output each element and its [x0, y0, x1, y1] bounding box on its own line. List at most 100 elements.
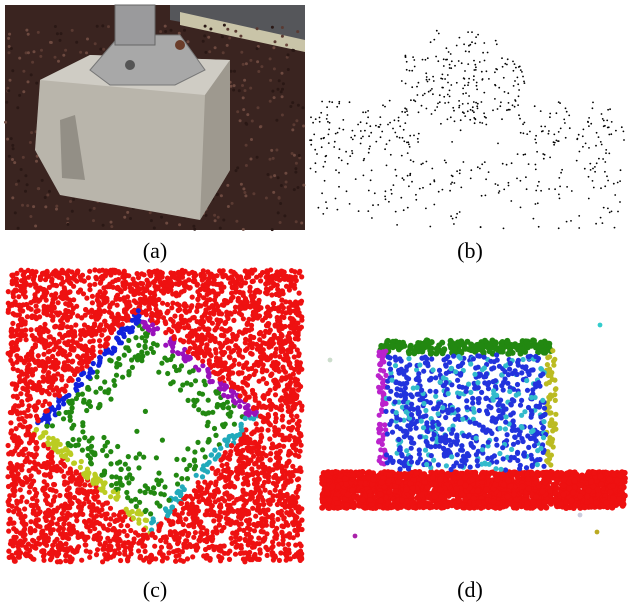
pebble — [298, 154, 301, 157]
segmented-point — [27, 477, 32, 482]
segmented-point — [145, 351, 150, 356]
segmented-point — [247, 472, 252, 477]
segmented-point — [223, 422, 228, 427]
segmented-point — [87, 283, 92, 288]
segmented-point — [257, 477, 262, 482]
pebble — [60, 32, 63, 35]
segmented-point — [71, 284, 76, 289]
cloud-point — [604, 185, 606, 187]
cloud-point — [310, 168, 312, 170]
segmented-point — [270, 520, 275, 525]
segmented-point — [182, 542, 187, 547]
segmented-point — [94, 489, 99, 494]
segmented-point — [57, 493, 62, 498]
segmented-point — [132, 298, 137, 303]
segmented-point — [97, 542, 102, 547]
segmented-point — [49, 293, 54, 298]
segmented-point — [30, 538, 35, 543]
pebble — [8, 155, 11, 158]
segmented-point — [58, 532, 63, 537]
segmented-point — [200, 410, 205, 415]
cloud-point — [414, 66, 416, 68]
cloud-point — [401, 155, 403, 157]
cloud-point — [371, 170, 373, 172]
segmented-point — [202, 287, 207, 292]
cloud-point — [362, 136, 364, 138]
segmented-point — [125, 533, 130, 538]
cloud-point — [396, 175, 398, 177]
segmented-point — [16, 452, 21, 457]
segmented-point — [191, 368, 196, 373]
segmented-point — [170, 504, 175, 509]
segmented-point — [193, 489, 198, 494]
cloud-point — [523, 154, 525, 156]
cloud-point — [392, 128, 394, 130]
cloud-point — [608, 153, 610, 155]
segmented-point — [290, 494, 295, 499]
cloud-point — [604, 125, 606, 127]
segmented-point — [160, 301, 165, 306]
cloud-point — [430, 41, 432, 43]
segmented-point — [62, 479, 67, 484]
segmented-point — [264, 381, 269, 386]
pebble — [291, 49, 294, 52]
pebble — [110, 225, 113, 228]
segmented-point — [85, 475, 90, 480]
cloud-point — [481, 101, 483, 103]
cloud-point — [442, 189, 444, 191]
cloud-point — [390, 189, 392, 191]
cloud-point — [437, 60, 439, 62]
cloud-point — [509, 109, 511, 111]
cloud-point — [507, 92, 509, 94]
pebble — [256, 27, 259, 30]
cloud-point — [520, 207, 522, 209]
pebble — [243, 79, 246, 82]
segmented-point — [36, 353, 41, 358]
segmented-point — [205, 326, 210, 331]
pebble — [56, 32, 59, 35]
cloud-point — [476, 82, 478, 84]
segmented-point — [96, 500, 101, 505]
segmented-point — [20, 495, 25, 500]
cloud-point — [448, 102, 450, 104]
segmented-point — [116, 546, 121, 551]
cloud-point — [310, 116, 312, 118]
cloud-point — [450, 84, 452, 86]
cloud-point — [601, 144, 603, 146]
segmented-point — [211, 370, 216, 375]
cloud-point — [585, 143, 587, 145]
segmented-point — [249, 327, 254, 332]
segmented-point — [112, 318, 117, 323]
segmented-point — [265, 553, 270, 558]
cloud-point — [473, 79, 475, 81]
segmented-point — [127, 370, 132, 375]
cloud-point — [499, 190, 501, 192]
pebble — [164, 25, 167, 28]
segmented-point — [165, 556, 170, 561]
cloud-point — [610, 133, 612, 135]
segmented-point — [292, 367, 297, 372]
segmented-point — [254, 421, 259, 426]
segmented-point — [80, 273, 85, 278]
segmented-point — [163, 539, 168, 544]
cloud-point — [511, 162, 513, 164]
pebble — [281, 95, 284, 98]
cloud-point — [459, 105, 461, 107]
cloud-point — [537, 202, 539, 204]
segmented-point — [207, 358, 212, 363]
pebble — [153, 227, 156, 230]
segmented-point — [288, 397, 293, 402]
pebble — [240, 183, 243, 186]
cloud-point — [481, 195, 483, 197]
cloud-point — [462, 93, 464, 95]
segmented-point — [262, 480, 267, 485]
segmented-point — [270, 551, 275, 556]
cloud-point — [439, 94, 441, 96]
segmented-point — [79, 558, 84, 563]
segmented-point — [180, 549, 185, 554]
cloud-point — [411, 86, 413, 88]
pebble — [5, 101, 8, 104]
segmented-point — [50, 487, 55, 492]
cloud-point — [368, 135, 370, 137]
segmented-point — [170, 301, 175, 306]
